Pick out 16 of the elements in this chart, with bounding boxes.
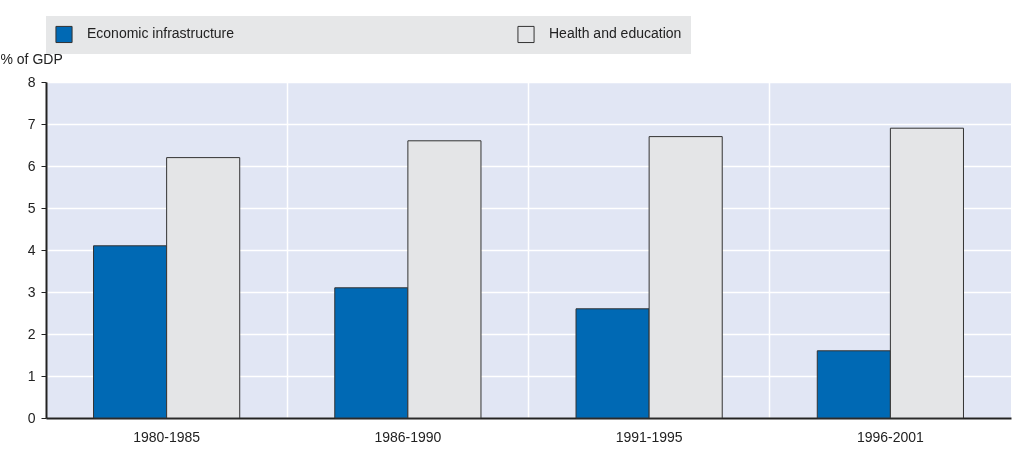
y-tick-label: 2 — [27, 325, 36, 342]
legend-label: Economic infrastructure — [87, 25, 235, 42]
y-tick-label: 5 — [27, 199, 36, 216]
y-tick-label: 6 — [27, 157, 36, 174]
x-tick-label: 1991-1995 — [615, 428, 683, 445]
y-tick-label: 0 — [27, 409, 36, 426]
x-tick-label: 1986-1990 — [374, 428, 442, 445]
y-tick-label: 3 — [27, 283, 36, 300]
legend-label: Health and education — [549, 25, 682, 42]
y-axis-title: % of GDP — [0, 50, 63, 67]
y-tick-label: 4 — [27, 241, 36, 258]
x-tick-label: 1980-1985 — [133, 428, 201, 445]
y-tick-label: 1 — [27, 367, 36, 384]
y-tick-label: 7 — [27, 115, 36, 132]
y-tick-label: 8 — [27, 73, 36, 90]
x-tick-label: 1996-2001 — [856, 428, 925, 445]
